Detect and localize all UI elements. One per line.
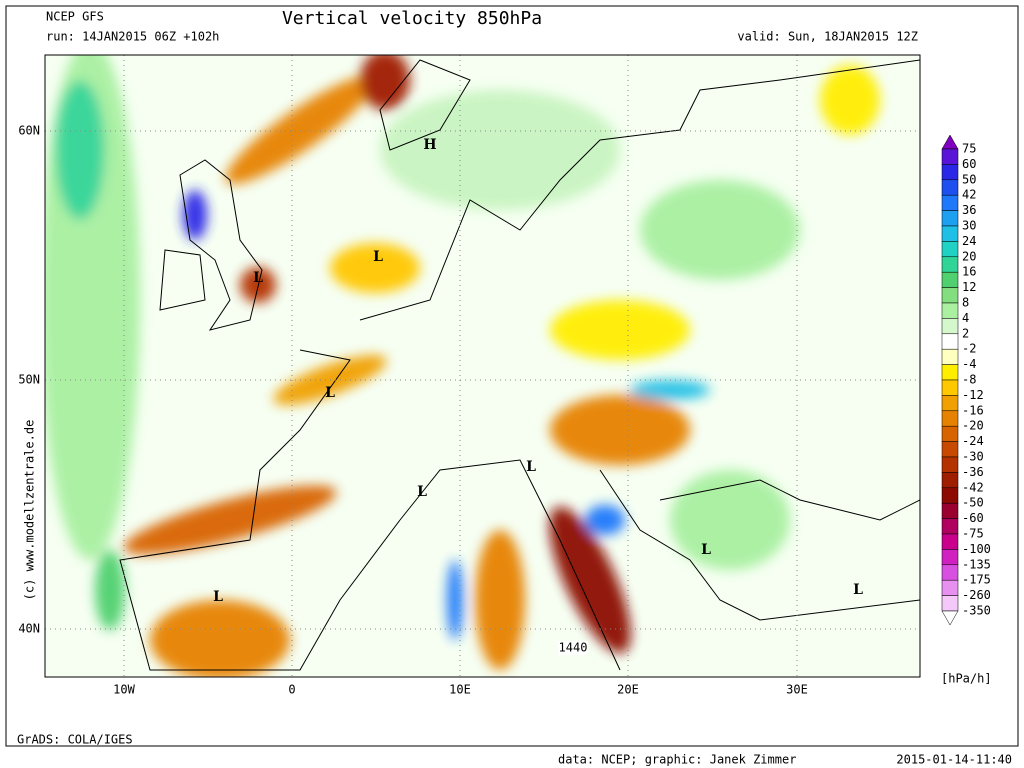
lon-label: 10W: [113, 683, 135, 697]
colorbar-band: [941, 549, 959, 566]
colorbar-label: -60: [962, 511, 984, 525]
colorbar-label: -135: [962, 557, 991, 571]
colorbar-label: -24: [962, 434, 984, 448]
colorbar-band: [941, 256, 959, 273]
colorbar-band: [941, 287, 959, 304]
lon-label: 30E: [786, 683, 808, 697]
colorbar-band: [941, 456, 959, 473]
colorbar-band: [941, 194, 959, 211]
colorbar-label: 20: [962, 249, 976, 263]
colorbar-band: [941, 564, 959, 581]
lon-label: 10E: [449, 683, 471, 697]
colorbar-label: 24: [962, 234, 976, 248]
colorbar-band: [941, 148, 959, 165]
colorbar-label: 2: [962, 326, 969, 340]
side-credit: (c) www.modellzentrale.de: [23, 420, 37, 601]
colorbar-label: 60: [962, 157, 976, 171]
colorbar-band: [941, 225, 959, 242]
lat-label: 40N: [18, 622, 40, 636]
colorbar-band: [941, 487, 959, 504]
colorbar-band: [941, 241, 959, 258]
graticule: [45, 55, 920, 677]
timestamp: 2015-01-14-11:40: [896, 753, 1012, 767]
model: NCEP GFS: [46, 10, 104, 24]
pressure-label: 1440: [559, 641, 588, 655]
pressure-label: L: [373, 249, 383, 265]
colorbar-label: -30: [962, 450, 984, 464]
colorbar-band: [941, 302, 959, 319]
colorbar-label: -8: [962, 373, 976, 387]
colorbar-band: [941, 533, 959, 550]
colorbar-label: -175: [962, 573, 991, 587]
run: run: 14JAN2015 06Z +102h: [46, 30, 219, 44]
colorbar-arrow: [941, 610, 959, 626]
colorbar-band: [941, 425, 959, 442]
colorbar-label: -50: [962, 496, 984, 510]
pressure-label: L: [325, 385, 335, 401]
colorbar-label: -260: [962, 588, 991, 602]
colorbar-label: 4: [962, 311, 969, 325]
colorbar-band: [941, 379, 959, 396]
colorbar-band: [941, 179, 959, 196]
colorbar-band: [941, 410, 959, 427]
colorbar-label: -4: [962, 357, 976, 371]
colorbar-band: [941, 348, 959, 365]
colorbar-label: -20: [962, 419, 984, 433]
pressure-label: L: [853, 582, 863, 598]
colorbar-label: 12: [962, 280, 976, 294]
map-field: [45, 55, 920, 677]
units: [hPa/h]: [941, 672, 992, 686]
colorbar-label: -36: [962, 465, 984, 479]
pressure-label: L: [213, 589, 223, 605]
colorbar-label: -16: [962, 403, 984, 417]
pressure-label: L: [253, 270, 263, 286]
pressure-label: H: [423, 137, 436, 153]
colorbar-label: -350: [962, 604, 991, 618]
colorbar-band: [941, 210, 959, 227]
colorbar-label: 8: [962, 296, 969, 310]
colorbar-band: [941, 271, 959, 288]
colorbar-band: [941, 502, 959, 519]
colorbar-label: 50: [962, 172, 976, 186]
frame: [5, 5, 1019, 747]
colorbar-label: -12: [962, 388, 984, 402]
colorbar-band: [941, 164, 959, 181]
valid-time: valid: Sun, 18JAN2015 12Z: [737, 30, 918, 44]
colorbar-label: -75: [962, 527, 984, 541]
pressure-label: L: [417, 484, 427, 500]
lat-label: 50N: [18, 373, 40, 387]
label-box: [558, 641, 588, 655]
lon-label: 20E: [617, 683, 639, 697]
colorbar-label: -100: [962, 542, 991, 556]
colorbar-label: 42: [962, 188, 976, 202]
colorbar-label: -2: [962, 342, 976, 356]
credit: data: NCEP; graphic: Janek Zimmer: [558, 753, 796, 767]
colorbar-band: [941, 579, 959, 596]
colorbar-band: [941, 518, 959, 535]
title: Vertical velocity 850hPa: [282, 8, 542, 29]
colorbar-label: 36: [962, 203, 976, 217]
colorbar-label: 30: [962, 219, 976, 233]
coastlines: [119, 59, 920, 671]
colorbar-label: 16: [962, 265, 976, 279]
colorbar-band: [941, 333, 959, 350]
colorbar-arrow: [941, 134, 959, 150]
map-border: [44, 54, 921, 678]
pressure-label: L: [701, 542, 711, 558]
colorbar-band: [941, 441, 959, 458]
colorbar-band: [941, 364, 959, 381]
colorbar-band: [941, 595, 959, 612]
colorbar-label: 75: [962, 142, 976, 156]
colorbar-band: [941, 472, 959, 489]
lon-label: 0: [288, 683, 295, 697]
colorbar-band: [941, 318, 959, 335]
colorbar-band: [941, 395, 959, 412]
lat-label: 60N: [18, 124, 40, 138]
colorbar-label: -42: [962, 480, 984, 494]
software: GrADS: COLA/IGES: [17, 733, 133, 747]
pressure-label: L: [526, 459, 536, 475]
